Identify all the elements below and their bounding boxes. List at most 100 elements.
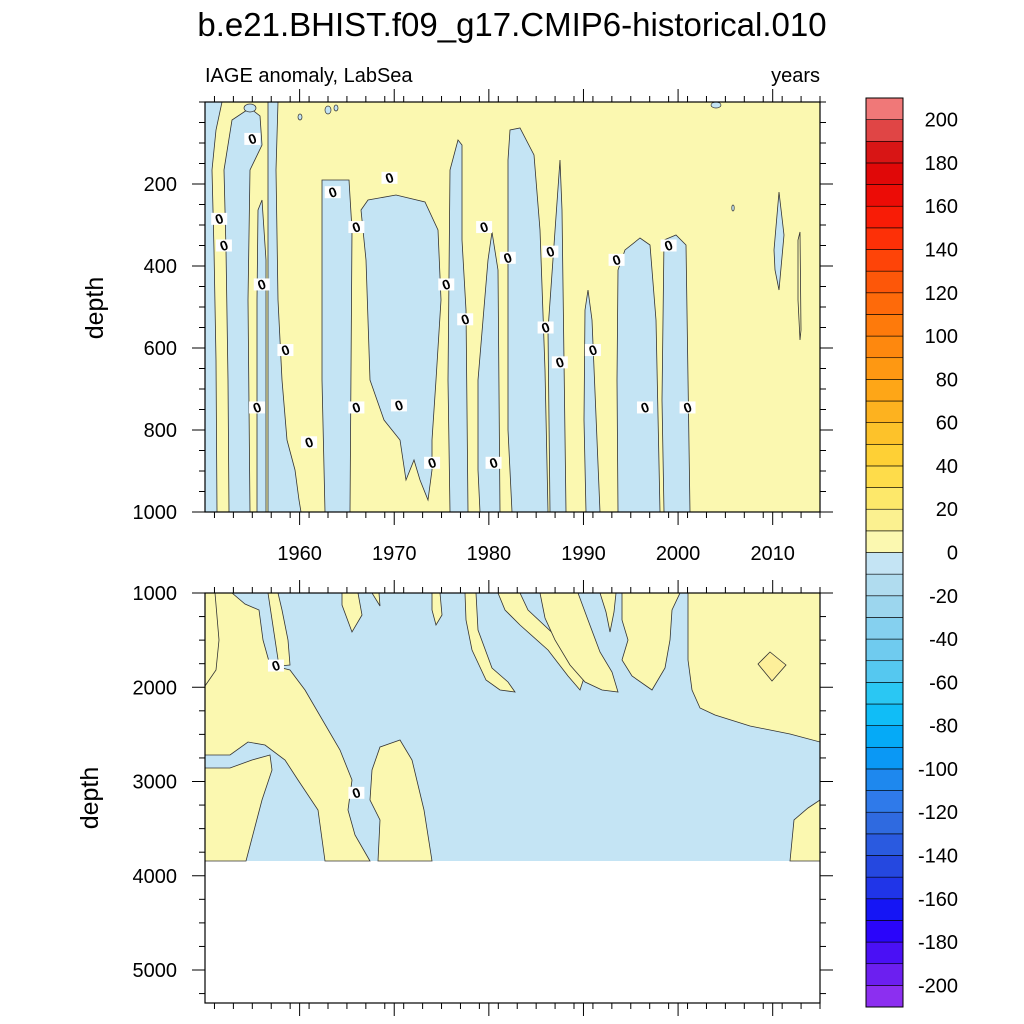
colorbar-swatch xyxy=(865,119,904,142)
colorbar-swatch xyxy=(865,205,904,229)
colorbar-label: 200 xyxy=(925,110,958,132)
y-tick-label: 2000 xyxy=(133,677,178,699)
lower-positive-region xyxy=(621,593,681,691)
colorbar-swatch xyxy=(865,140,904,164)
upper-negative-region xyxy=(616,237,661,512)
colorbar-swatch xyxy=(865,595,904,618)
x-tick-label: 2010 xyxy=(750,543,795,565)
lower-positive-region xyxy=(789,799,820,862)
lower-positive-region xyxy=(539,593,619,693)
upper-negative-region xyxy=(507,127,549,512)
colorbar-label: -120 xyxy=(918,802,958,824)
colorbar-label: -140 xyxy=(918,846,958,868)
lower-positive-region xyxy=(205,593,371,862)
contour-label-box xyxy=(267,659,284,672)
colorbar-swatch xyxy=(865,184,904,207)
contour-label-box xyxy=(348,221,365,234)
contour-label: 0 xyxy=(584,341,601,359)
colorbar-swatch xyxy=(865,357,904,380)
lower-positive-region xyxy=(371,593,381,607)
contour-label-box xyxy=(636,401,653,414)
lower-positive-region xyxy=(497,593,586,691)
colorbar-label: 20 xyxy=(936,499,958,521)
colorbar-label: 120 xyxy=(925,283,958,305)
contour-label: 0 xyxy=(390,396,407,414)
upper-negative-region xyxy=(477,231,501,512)
colorbar-swatch xyxy=(865,292,904,315)
x-tick-label: 1980 xyxy=(467,543,512,565)
contour-label: 0 xyxy=(660,237,677,254)
colorbar-swatch xyxy=(865,617,904,640)
colorbar-swatch xyxy=(865,465,904,488)
lower-high-anomaly-patch xyxy=(757,651,787,682)
contour-label: 0 xyxy=(424,454,441,472)
contour-label-box xyxy=(660,239,677,252)
lower-x-axis xyxy=(213,580,821,1016)
x-tick-label: 1990 xyxy=(561,543,606,565)
upper-negative-speck xyxy=(710,102,722,109)
contour-label: 0 xyxy=(215,237,232,254)
x-tick-label: 1960 xyxy=(277,543,322,565)
lower-positive-region xyxy=(687,593,820,743)
colorbar-swatch xyxy=(865,638,904,662)
contour-label-box xyxy=(324,186,341,199)
contour-label: 0 xyxy=(267,657,284,674)
colorbar-swatch xyxy=(865,400,904,423)
colorbar-label: -60 xyxy=(929,672,958,694)
contour-label: 0 xyxy=(476,218,493,236)
colorbar-label: 80 xyxy=(936,369,958,391)
contour-label: 0 xyxy=(211,210,228,228)
colorbar-swatch xyxy=(865,985,904,1008)
upper-y-axis-title: depth xyxy=(81,277,109,340)
colorbar-swatch xyxy=(865,314,904,337)
colorbar-swatch xyxy=(865,508,904,532)
contour-label-box xyxy=(348,401,365,414)
chart-subtitle-right: years xyxy=(771,65,820,87)
colorbar-swatch xyxy=(865,270,904,294)
contour-label-box xyxy=(485,456,502,469)
contour-label-box xyxy=(476,221,493,234)
contour-label: 0 xyxy=(499,249,516,267)
colorbar-swatch xyxy=(865,379,904,402)
colorbar-swatch xyxy=(865,898,904,921)
y-tick-label: 3000 xyxy=(133,772,178,794)
y-tick-label: 1000 xyxy=(133,502,178,524)
contour-label-box xyxy=(584,344,601,357)
y-tick-label: 800 xyxy=(144,420,177,442)
lower-positive-region xyxy=(464,593,516,693)
upper-negative-region xyxy=(321,179,353,512)
upper-negative-speck xyxy=(324,105,332,115)
contour-label: 0 xyxy=(679,399,696,416)
colorbar-swatch xyxy=(865,941,904,965)
upper-negative-region xyxy=(661,234,691,512)
y-tick-label: 600 xyxy=(144,338,177,360)
chart-title: b.e21.BHIST.f09_g17.CMIP6-historical.010 xyxy=(197,6,826,43)
y-tick-label: 400 xyxy=(144,256,177,278)
lower-y-axis: 1000 2000 3000 4000 5000 xyxy=(133,583,833,995)
upper-negative-regions xyxy=(205,102,785,512)
upper-negative-region xyxy=(267,102,302,512)
colorbar-swatch xyxy=(865,855,904,878)
colorbar-swatch xyxy=(865,227,904,250)
colorbar-swatch xyxy=(865,920,904,943)
colorbar-label: 40 xyxy=(936,456,958,478)
contour-label: 0 xyxy=(608,251,625,269)
lower-positive-region xyxy=(431,593,443,627)
colorbar-label: 160 xyxy=(925,196,958,218)
colorbar-swatch xyxy=(865,249,904,272)
upper-negative-region xyxy=(360,194,442,502)
contour-label-box xyxy=(253,278,270,291)
contour-label-box xyxy=(551,356,568,369)
contour-label-box xyxy=(542,245,559,258)
colorbar-swatch xyxy=(865,487,904,510)
colorbar-label: -20 xyxy=(929,586,958,608)
upper-negative-speck xyxy=(731,204,735,212)
contour-label-box xyxy=(390,399,407,412)
colorbar-swatch xyxy=(865,422,904,445)
x-tick-label: 2000 xyxy=(656,543,701,565)
contour-label: 0 xyxy=(244,130,261,148)
upper-negative-region xyxy=(256,199,267,512)
